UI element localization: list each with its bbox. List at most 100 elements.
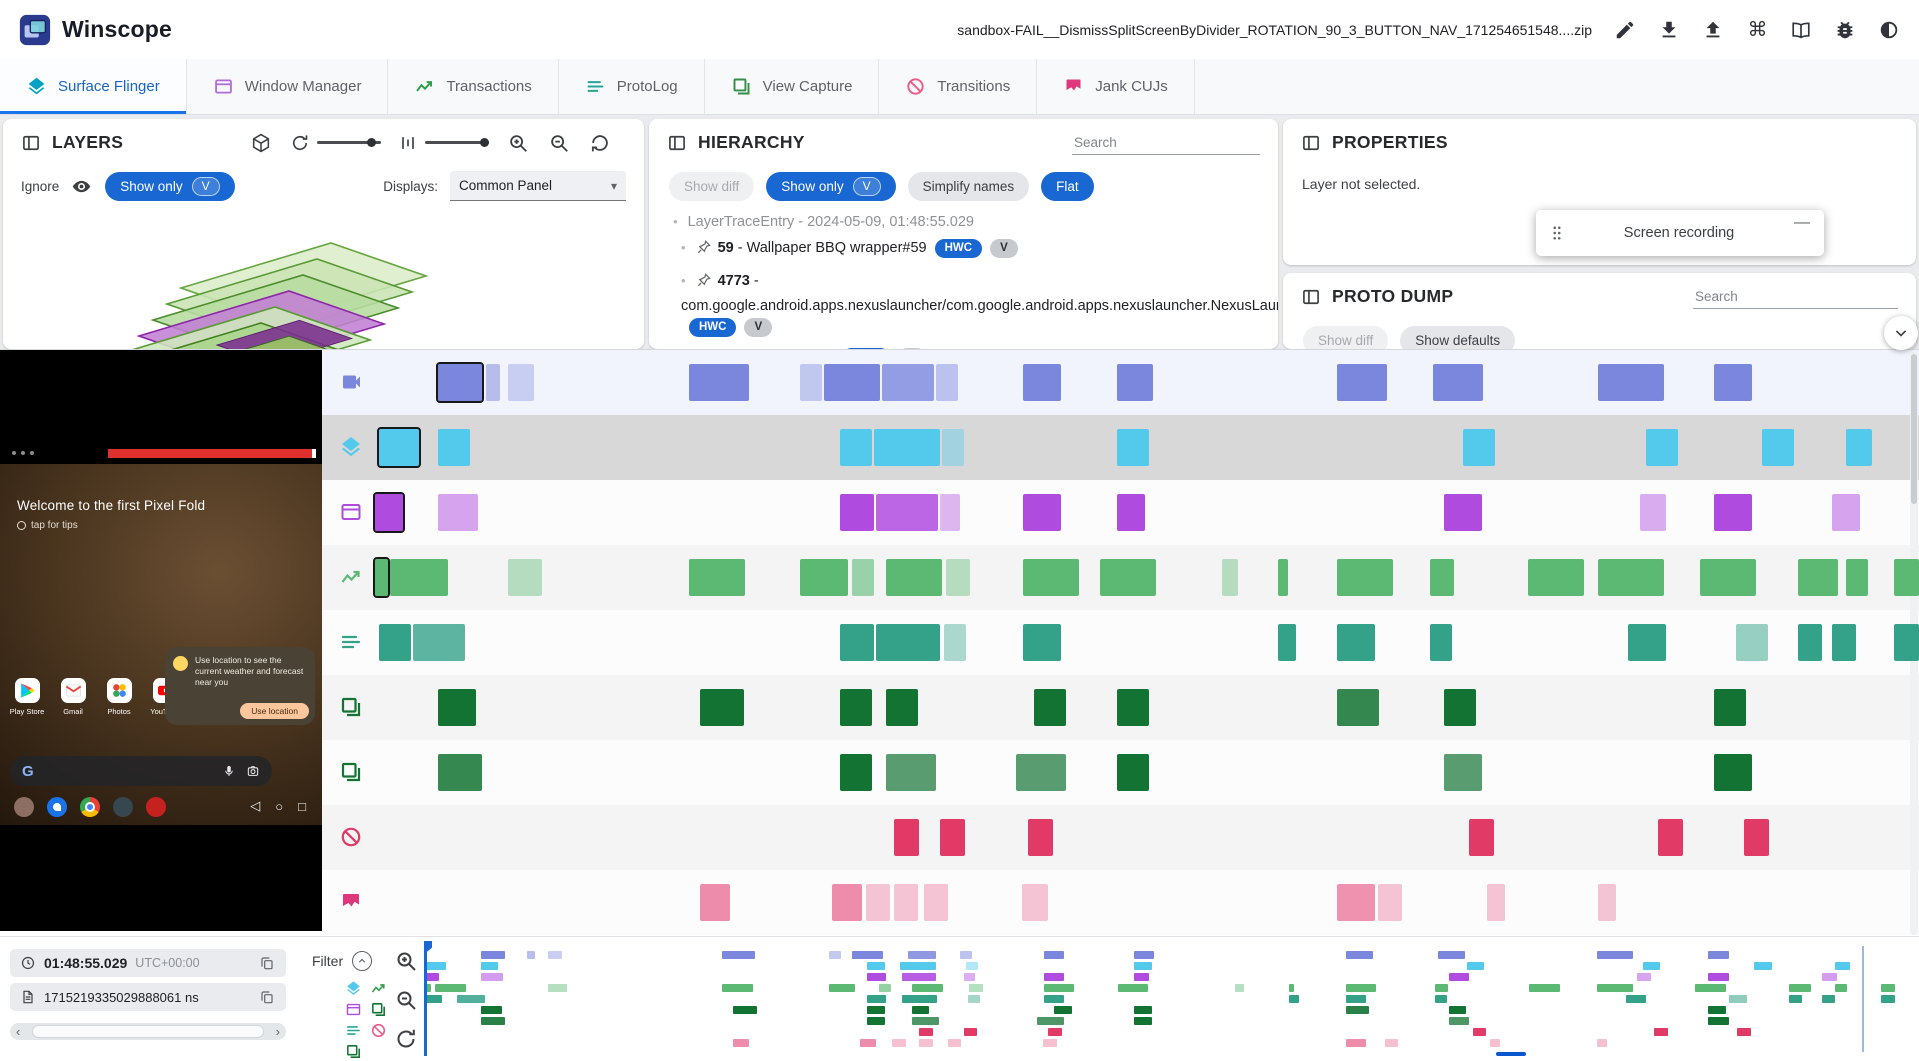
trace-entry-screen-recording[interactable]	[508, 364, 534, 401]
trace-entry-transactions[interactable]	[508, 559, 542, 596]
trace-entry-surface-flinger[interactable]	[1117, 429, 1149, 466]
window-filter-icon[interactable]	[345, 1001, 362, 1018]
trace-entry-transitions[interactable]	[1469, 819, 1494, 856]
dock-app-icon[interactable]	[14, 797, 34, 817]
trace-entry-transactions[interactable]	[1894, 559, 1919, 596]
tab-surface-flinger[interactable]: Surface Flinger	[0, 59, 187, 114]
documentation-button[interactable]	[1790, 18, 1813, 41]
trace-entry-protolog[interactable]	[876, 624, 940, 661]
trace-row-jank-cujs[interactable]	[322, 870, 1919, 935]
trace-entry-transitions[interactable]	[894, 819, 919, 856]
trace-entry-protolog[interactable]	[1337, 624, 1375, 661]
trace-entry-screen-recording[interactable]	[1023, 364, 1061, 401]
trace-entry-protolog[interactable]	[840, 624, 874, 661]
trace-entry-transactions[interactable]	[1700, 559, 1756, 596]
trace-entry-view-capture-launcher[interactable]	[840, 754, 872, 791]
transitions-trace-icon[interactable]	[339, 825, 363, 849]
dock-app-icon[interactable]	[146, 797, 166, 817]
trace-entry-view-capture-launcher[interactable]	[886, 754, 936, 791]
trace-entry-view-capture-taskbar[interactable]	[438, 689, 476, 726]
3d-view-button[interactable]	[249, 131, 273, 155]
trace-entry-transitions[interactable]	[1658, 819, 1683, 856]
trace-entry-surface-flinger[interactable]	[1463, 429, 1495, 466]
trace-entry-surface-flinger[interactable]	[1762, 429, 1794, 466]
trace-entry-screen-recording[interactable]	[689, 364, 749, 401]
trace-entry-jank-cujs[interactable]	[832, 884, 862, 921]
filter-collapse-button[interactable]	[352, 951, 373, 971]
hierarchy-search-input[interactable]	[1072, 130, 1260, 155]
trace-entry-window-manager[interactable]	[876, 494, 938, 531]
trace-entry-jank-cujs[interactable]	[866, 884, 890, 921]
layers-trace-icon[interactable]	[339, 435, 363, 459]
layers-3d-view[interactable]	[3, 206, 644, 349]
trace-entry-window-manager[interactable]	[840, 494, 874, 531]
layers-filter-icon[interactable]	[345, 980, 362, 997]
timeline-zoom-out-button[interactable]	[394, 987, 420, 1013]
trace-entry-screen-recording[interactable]	[486, 364, 500, 401]
protolog-filter-icon[interactable]	[345, 1022, 362, 1039]
trace-entry-screen-recording[interactable]	[1433, 364, 1483, 401]
trace-entry-window-manager[interactable]	[1444, 494, 1482, 531]
trace-entry-transactions[interactable]	[946, 559, 970, 596]
trace-entry-view-capture-taskbar[interactable]	[1337, 689, 1379, 726]
trace-entry-transactions[interactable]	[1430, 559, 1454, 596]
trace-entry-jank-cujs[interactable]	[1022, 884, 1048, 921]
window-trace-icon[interactable]	[339, 500, 363, 524]
trace-entry-jank-cujs[interactable]	[894, 884, 918, 921]
trace-entry-view-capture-launcher[interactable]	[1444, 754, 1482, 791]
trace-entry-view-capture-taskbar[interactable]	[1034, 689, 1066, 726]
protolog-trace-icon[interactable]	[339, 630, 363, 654]
trace-entry-transactions[interactable]	[1337, 559, 1393, 596]
trace-entry-protolog[interactable]	[379, 624, 411, 661]
trace-entry-protolog[interactable]	[413, 624, 465, 661]
upload-trace-button[interactable]	[1702, 18, 1725, 41]
trace-entry-transitions[interactable]	[940, 819, 965, 856]
trace-entry-screen-recording[interactable]	[1714, 364, 1752, 401]
tab-view-capture[interactable]: View Capture	[705, 59, 880, 114]
range-end-marker[interactable]	[1862, 946, 1864, 1052]
collapse-panel-button[interactable]	[1884, 316, 1918, 350]
jank-trace-icon[interactable]	[339, 890, 363, 914]
trace-entry-screen-recording[interactable]	[882, 364, 934, 401]
trace-entry-window-manager[interactable]	[1640, 494, 1666, 531]
timeline-reset-zoom-button[interactable]	[394, 1026, 420, 1052]
lens-icon[interactable]	[246, 764, 260, 778]
screen-recording-window[interactable]: Screen recording —	[1536, 210, 1824, 256]
trace-row-protolog[interactable]	[322, 610, 1919, 675]
trace-entry-view-capture-taskbar[interactable]	[1444, 689, 1476, 726]
trace-entry-transactions[interactable]	[1798, 559, 1838, 596]
tab-transitions[interactable]: Transitions	[879, 59, 1038, 114]
viewcapture-filter-icon[interactable]	[345, 1043, 362, 1060]
trace-entry-protolog[interactable]	[1278, 624, 1296, 661]
trace-entry-surface-flinger[interactable]	[1646, 429, 1678, 466]
trace-entry-screen-recording[interactable]	[436, 362, 484, 403]
trace-entry-protolog[interactable]	[1736, 624, 1768, 661]
trace-entry-view-capture-taskbar[interactable]	[1117, 689, 1149, 726]
dark-mode-button[interactable]	[1878, 18, 1901, 41]
mic-icon[interactable]	[222, 764, 236, 778]
app-icon-photos[interactable]: Photos	[100, 678, 138, 716]
transactions-trace-icon[interactable]	[339, 565, 363, 589]
hierarchy-node-59[interactable]: • 59 - Wallpaper BBQ wrapper#59 HWC V	[673, 238, 1264, 263]
trace-entry-protolog[interactable]	[1894, 624, 1919, 661]
rotation-slider[interactable]	[290, 133, 381, 153]
trace-entry-window-manager[interactable]	[373, 492, 405, 533]
copy-time-button[interactable]	[259, 955, 276, 972]
trace-entry-view-capture-taskbar[interactable]	[700, 689, 744, 726]
trace-entry-surface-flinger[interactable]	[1846, 429, 1872, 466]
reset-view-button[interactable]	[588, 131, 612, 155]
trace-entry-jank-cujs[interactable]	[1337, 884, 1375, 921]
timeline-minimap[interactable]	[424, 941, 1905, 1058]
trace-entry-transactions[interactable]	[1023, 559, 1079, 596]
trace-entry-protolog[interactable]	[1023, 624, 1061, 661]
chrome-icon[interactable]	[80, 797, 100, 817]
messages-icon[interactable]	[47, 797, 67, 817]
trace-entry-transitions[interactable]	[1028, 819, 1053, 856]
hierarchy-node-4773[interactable]: • 4773 - com.google.android.apps.nexuslau…	[673, 271, 1278, 339]
trace-entry-surface-flinger[interactable]	[942, 429, 964, 466]
trace-entry-jank-cujs[interactable]	[924, 884, 948, 921]
google-search-bar[interactable]: G	[10, 756, 272, 786]
trace-entry-transactions[interactable]	[373, 557, 390, 598]
report-bug-button[interactable]	[1834, 18, 1857, 41]
trace-entry-surface-flinger[interactable]	[874, 429, 940, 466]
